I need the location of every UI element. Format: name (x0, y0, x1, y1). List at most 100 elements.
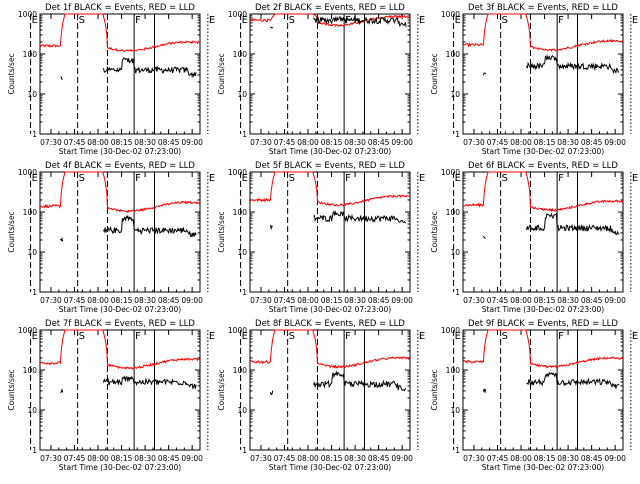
x-tick-label: 08:30 (344, 454, 366, 463)
lld-series-line (39, 329, 201, 370)
plot-frame (39, 171, 201, 293)
x-tick-label: 07:30 (40, 454, 62, 463)
x-tick-label: 07:45 (274, 138, 296, 147)
panel-title: Det 2f BLACK = Events, RED = LLD (255, 3, 405, 13)
marker-label: F (558, 331, 564, 342)
y-tick-label: 1 (242, 446, 247, 455)
y-tick-label: 10 (450, 248, 460, 257)
y-tick-label: 1 (32, 288, 37, 297)
events-series-line (269, 210, 407, 231)
x-tick-label: 08:45 (368, 296, 390, 305)
marker-label: E (209, 15, 215, 26)
plot-frame (462, 13, 624, 135)
y-tick-label: 100 (23, 208, 38, 217)
x-tick-label: 08:30 (134, 296, 156, 305)
panel-title: Det 9f BLACK = Events, RED = LLD (468, 319, 618, 329)
y-axis-label: Counts/sec (217, 369, 226, 410)
x-tick-label: 08:00 (297, 296, 319, 305)
x-tick-label: 08:00 (87, 296, 109, 305)
x-tick-label: 08:45 (368, 454, 390, 463)
panel-title: Det 8f BLACK = Events, RED = LLD (255, 319, 405, 329)
y-axis-label: Counts/sec (7, 369, 16, 410)
panel-title: Det 3f BLACK = Events, RED = LLD (468, 3, 618, 13)
marker-label: S (79, 173, 85, 184)
y-tick-label: 1000 (441, 10, 460, 19)
panel-title: Det 4f BLACK = Events, RED = LLD (45, 161, 195, 171)
marker-label: S (502, 331, 508, 342)
x-tick-label: 08:30 (344, 138, 366, 147)
x-axis-label: Start Time (30-Dec-02 07:23:00) (482, 147, 604, 156)
x-tick-label: 07:30 (40, 138, 62, 147)
plot-frame (249, 171, 411, 293)
x-tick-label: 08:15 (534, 454, 556, 463)
lld-series-line (249, 171, 411, 207)
marker-label: S (289, 15, 295, 26)
x-tick-label: 07:45 (487, 454, 509, 463)
lld-series-line (249, 329, 411, 369)
x-axis-label: Start Time (30-Dec-02 07:23:00) (269, 147, 391, 156)
marker-label: S (79, 331, 85, 342)
x-axis-label: Start Time (30-Dec-02 07:23:00) (269, 305, 391, 314)
x-tick-label: 09:00 (604, 138, 626, 147)
detector-panel-5: Det 5f BLACK = Events, RED = LLD 1 10 100 10… (217, 161, 425, 314)
y-tick-label: 1000 (441, 168, 460, 177)
x-tick-label: 08:00 (297, 454, 319, 463)
marker-label: E (455, 331, 461, 342)
x-tick-label: 07:30 (250, 296, 272, 305)
panel-title: Det 5f BLACK = Events, RED = LLD (255, 161, 405, 171)
y-axis-label: Counts/sec (430, 369, 439, 410)
y-tick-label: 1000 (18, 10, 37, 19)
y-axis-label: Counts/sec (217, 53, 226, 94)
events-series-line (59, 214, 197, 242)
x-tick-label: 08:45 (581, 138, 603, 147)
y-tick-label: 10 (450, 90, 460, 99)
x-tick-label: 07:45 (274, 454, 296, 463)
lld-series-line (39, 13, 201, 52)
marker-label: S (79, 15, 85, 26)
marker-label: F (135, 331, 141, 342)
x-tick-label: 08:15 (321, 454, 343, 463)
marker-label: E (32, 331, 38, 342)
plot-frame (462, 329, 624, 451)
y-tick-label: 1 (32, 130, 37, 139)
x-tick-label: 07:30 (250, 138, 272, 147)
y-tick-label: 1000 (228, 168, 247, 177)
x-tick-label: 07:45 (274, 296, 296, 305)
marker-label: F (345, 331, 351, 342)
x-tick-label: 08:30 (134, 138, 156, 147)
y-tick-label: 1 (455, 288, 460, 297)
events-series-line (269, 370, 407, 396)
events-series-line (482, 54, 620, 76)
marker-label: S (289, 331, 295, 342)
y-tick-label: 10 (237, 90, 247, 99)
panel-title: Det 1f BLACK = Events, RED = LLD (45, 3, 195, 13)
x-tick-label: 09:00 (181, 454, 203, 463)
events-series-line (270, 15, 407, 29)
marker-label: E (32, 15, 38, 26)
x-tick-label: 07:45 (64, 454, 86, 463)
panel-title: Det 6f BLACK = Events, RED = LLD (468, 161, 618, 171)
x-tick-label: 08:15 (111, 296, 133, 305)
y-axis-label: Counts/sec (430, 53, 439, 94)
detector-panel-4: Det 4f BLACK = Events, RED = LLD 1 10 100 10… (7, 161, 215, 314)
plot-frame (462, 171, 624, 293)
x-tick-label: 07:30 (250, 454, 272, 463)
x-tick-label: 07:30 (463, 138, 485, 147)
y-tick-label: 100 (233, 50, 248, 59)
y-tick-label: 100 (446, 208, 461, 217)
detector-panel-9: Det 9f BLACK = Events, RED = LLD 1 10 100 10… (430, 319, 638, 472)
lld-series-line (462, 13, 624, 52)
plot-frame (39, 13, 201, 135)
marker-label: E (455, 173, 461, 184)
lld-series-line (39, 171, 201, 214)
x-tick-label: 08:00 (87, 454, 109, 463)
y-tick-label: 100 (23, 366, 38, 375)
y-tick-label: 100 (446, 50, 461, 59)
marker-label: F (135, 15, 141, 26)
y-tick-label: 1 (455, 446, 460, 455)
x-tick-label: 08:45 (581, 454, 603, 463)
x-tick-label: 07:45 (487, 296, 509, 305)
y-tick-label: 10 (237, 406, 247, 415)
x-axis-label: Start Time (30-Dec-02 07:23:00) (59, 463, 181, 472)
